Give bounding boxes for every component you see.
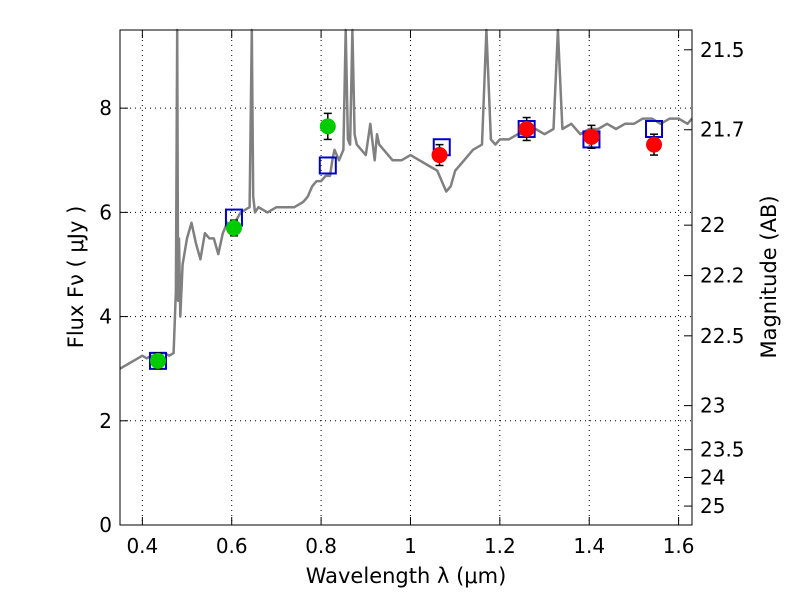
axis-ticks	[120, 30, 692, 526]
y2-tick-labels: 21.5 21.7 22 22.2 22.5 23 23.5 24 25	[700, 38, 745, 518]
y2-tick-label: 23.5	[700, 438, 745, 462]
nir-point	[646, 136, 663, 153]
x-tick-label: 1.4	[573, 534, 605, 558]
y2-tick-label: 21.7	[700, 118, 745, 142]
optical-point	[319, 118, 336, 135]
y-tick-label: 0	[99, 513, 112, 537]
x-tick-label: 1.6	[663, 534, 695, 558]
y-tick-label: 6	[99, 200, 112, 224]
y2-tick-label: 22	[700, 213, 725, 237]
model-photometry-box	[318, 156, 337, 175]
nir-point	[518, 121, 535, 137]
x-tick-label: 0.6	[216, 534, 248, 558]
y2-tick-label: 21.5	[700, 38, 745, 62]
plot-frame	[119, 29, 693, 526]
y-tick-label: 8	[99, 96, 112, 120]
optical-point	[225, 220, 242, 236]
model-spectrum	[119, 28, 693, 370]
y2-axis-label: Magnitude (AB)	[757, 195, 781, 358]
y2-tick-label: 25	[700, 494, 725, 518]
y-tick-label: 4	[99, 305, 112, 329]
y-tick-label: 2	[99, 409, 112, 433]
error-bars	[153, 112, 659, 370]
optical-point	[149, 352, 166, 369]
y2-tick-label: 24	[700, 465, 725, 489]
x-tick-label: 0.8	[305, 534, 337, 558]
y-axis-label: Flux Fν ( μJy )	[64, 206, 88, 349]
model-spectrum-line	[119, 28, 693, 370]
y-tick-labels: 0 2 4 6 8	[99, 96, 112, 537]
y2-tick-label: 23	[700, 394, 725, 418]
y2-tick-label: 22.5	[700, 324, 745, 348]
x-tick-labels: 0.4 0.6 0.8 1 1.2 1.4 1.6	[126, 534, 694, 558]
grid-lines	[120, 30, 692, 526]
y2-tick-label: 22.2	[700, 264, 745, 288]
nir-point	[431, 147, 448, 164]
x-tick-label: 1.2	[484, 534, 516, 558]
x-tick-label: 0.4	[126, 534, 158, 558]
nir-point	[583, 128, 600, 145]
x-tick-label: 1	[404, 534, 417, 558]
observed-photometry-markers	[149, 118, 663, 369]
x-axis-label: Wavelength λ (μm)	[306, 564, 507, 588]
